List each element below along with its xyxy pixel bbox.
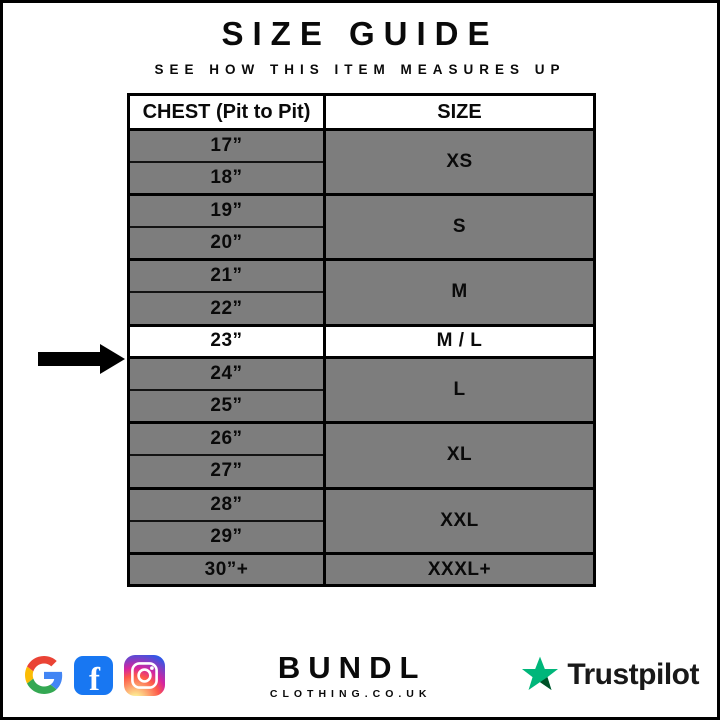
table-row: 24” L	[127, 356, 596, 425]
size-cell: XL	[323, 421, 596, 490]
brand-domain: CLOTHING.CO.UK	[269, 688, 432, 700]
page-header: SIZE GUIDE SEE HOW THIS ITEM MEASURES UP	[3, 3, 717, 77]
chest-cell: 25”	[127, 389, 326, 425]
size-cell: L	[323, 356, 596, 425]
table-header-row: CHEST (Pit to Pit) SIZE	[127, 93, 596, 131]
chest-cell: 20”	[127, 226, 326, 262]
chest-cell: 24”	[127, 356, 326, 392]
chest-cell: 23”	[127, 323, 326, 360]
arrow-head	[100, 344, 125, 374]
table-row: 22”	[127, 291, 595, 327]
size-cell: XXL	[323, 486, 596, 555]
table-row: 28” XXL	[127, 486, 596, 555]
chest-cell: 17”	[127, 128, 326, 164]
instagram-icon[interactable]	[124, 654, 165, 696]
chest-cell: 18”	[127, 161, 326, 197]
chest-cell: 28”	[127, 486, 326, 522]
table-row: 21” M	[127, 258, 596, 327]
chest-cell: 19”	[127, 193, 326, 229]
table-row: 25”	[127, 389, 595, 425]
chest-cell: 27”	[127, 454, 326, 490]
page-title: SIZE GUIDE	[221, 15, 499, 52]
size-cell: XS	[323, 127, 596, 197]
page-subtitle: SEE HOW THIS ITEM MEASURES UP	[154, 62, 566, 77]
size-column-header: SIZE	[323, 93, 596, 131]
table-row: 17” XS	[127, 127, 596, 197]
brand-name: BUNDL	[277, 650, 427, 685]
instagram-camera-glyph	[131, 661, 158, 689]
size-cell: S	[323, 193, 596, 262]
highlighted-table-row: 23” M / L	[127, 323, 596, 360]
page-footer: f BUNDL CLOTHING.CO.UK Trustpilot	[3, 639, 717, 711]
facebook-f-glyph: f	[89, 661, 100, 695]
table-row: 27”	[127, 454, 595, 490]
chest-cell: 29”	[127, 519, 326, 555]
size-table: CHEST (Pit to Pit) SIZE 17” XS 18” 19” S…	[127, 93, 596, 588]
trustpilot-logo[interactable]: Trustpilot	[519, 654, 699, 696]
chest-cell: 30”+	[127, 551, 326, 588]
chest-cell: 22”	[127, 291, 326, 327]
table-row: 18”	[127, 161, 595, 197]
google-icon[interactable]	[25, 656, 63, 694]
trustpilot-star-icon	[522, 656, 559, 691]
table-row: 20”	[127, 226, 595, 262]
table-row: 19” S	[127, 193, 596, 262]
chest-cell: 21”	[127, 258, 326, 294]
table-row: 30”+ XXXL+	[127, 551, 596, 588]
trustpilot-label: Trustpilot	[567, 658, 699, 691]
size-table-container: CHEST (Pit to Pit) SIZE 17” XS 18” 19” S…	[127, 93, 596, 588]
social-icons: f	[25, 654, 165, 696]
size-cell: XXXL+	[323, 551, 596, 588]
size-cell: M / L	[323, 323, 596, 360]
chest-column-header: CHEST (Pit to Pit)	[127, 93, 326, 131]
size-cell: M	[323, 258, 596, 327]
chest-cell: 26”	[127, 421, 326, 457]
table-row: 26” XL	[127, 421, 596, 490]
arrow-shaft	[38, 352, 100, 366]
bundl-logo[interactable]: BUNDL CLOTHING.CO.UK	[270, 650, 427, 700]
facebook-icon[interactable]: f	[74, 655, 113, 695]
table-row: 29”	[127, 519, 595, 555]
highlight-arrow-icon	[38, 344, 125, 374]
